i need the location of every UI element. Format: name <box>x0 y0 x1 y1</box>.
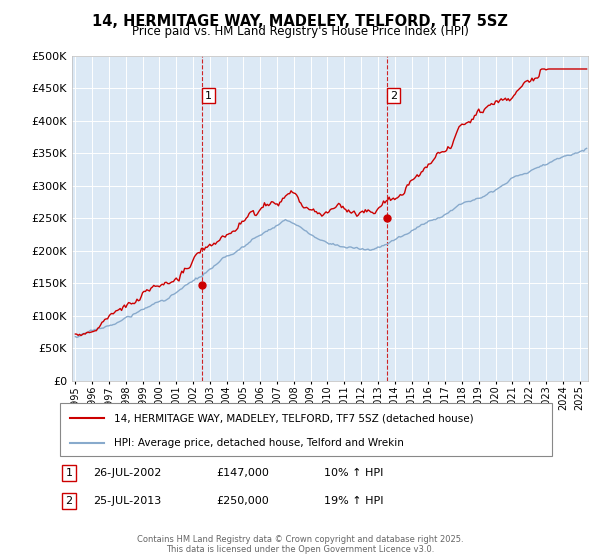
Text: £147,000: £147,000 <box>216 468 269 478</box>
Text: 26-JUL-2002: 26-JUL-2002 <box>93 468 161 478</box>
Text: HPI: Average price, detached house, Telford and Wrekin: HPI: Average price, detached house, Telf… <box>114 438 404 448</box>
Text: 14, HERMITAGE WAY, MADELEY, TELFORD, TF7 5SZ: 14, HERMITAGE WAY, MADELEY, TELFORD, TF7… <box>92 14 508 29</box>
Text: 14, HERMITAGE WAY, MADELEY, TELFORD, TF7 5SZ (detached house): 14, HERMITAGE WAY, MADELEY, TELFORD, TF7… <box>114 413 474 423</box>
Text: 1: 1 <box>205 91 212 101</box>
Text: 2: 2 <box>390 91 397 101</box>
Text: £250,000: £250,000 <box>216 496 269 506</box>
Text: 19% ↑ HPI: 19% ↑ HPI <box>324 496 383 506</box>
Text: 25-JUL-2013: 25-JUL-2013 <box>93 496 161 506</box>
Text: Price paid vs. HM Land Registry's House Price Index (HPI): Price paid vs. HM Land Registry's House … <box>131 25 469 38</box>
Text: 2: 2 <box>65 496 73 506</box>
FancyBboxPatch shape <box>60 403 552 456</box>
Text: Contains HM Land Registry data © Crown copyright and database right 2025.
This d: Contains HM Land Registry data © Crown c… <box>137 535 463 554</box>
Text: 10% ↑ HPI: 10% ↑ HPI <box>324 468 383 478</box>
Text: 1: 1 <box>65 468 73 478</box>
